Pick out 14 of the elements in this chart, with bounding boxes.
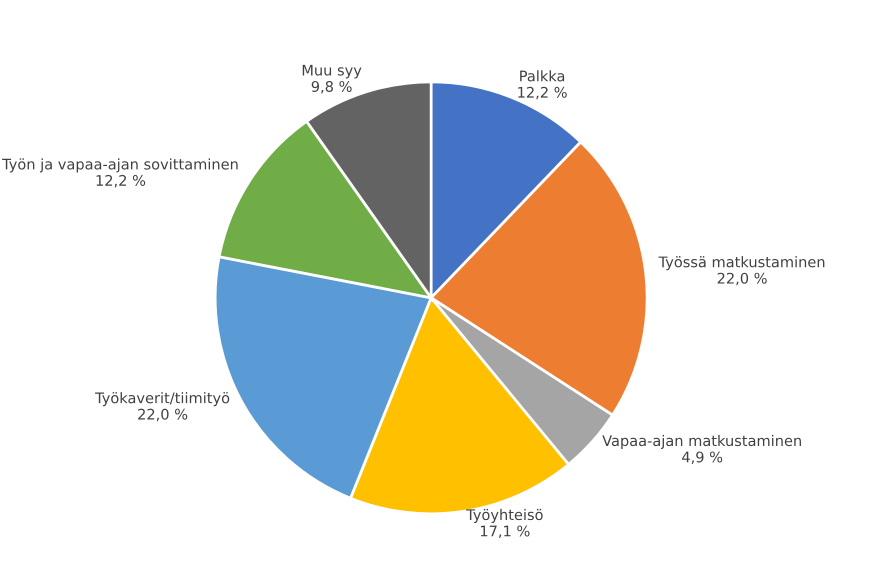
data-label: 22,0 %: [718, 272, 767, 286]
data-label: 4,9 %: [682, 451, 722, 464]
slice-label: Työn ja vapaa-ajan sovittaminen: [2, 158, 238, 172]
data-label: 17,1 %: [480, 525, 530, 538]
data-label: 22,0 %: [138, 408, 188, 422]
data-label: 9,8 %: [312, 80, 352, 94]
slice-label: Työssä matkustaminen: [658, 256, 824, 270]
slice-label: Vapaa-ajan matkustaminen: [602, 434, 801, 449]
slice-label: Työkaverit/tiimityö: [95, 392, 230, 406]
data-label: 12,2 %: [96, 174, 146, 188]
slice-label: Työyhteisö: [466, 508, 543, 524]
slice-label: Palkka: [520, 70, 564, 82]
slice-label: Muu syy: [302, 64, 362, 78]
data-label: 12,2 %: [518, 86, 567, 100]
